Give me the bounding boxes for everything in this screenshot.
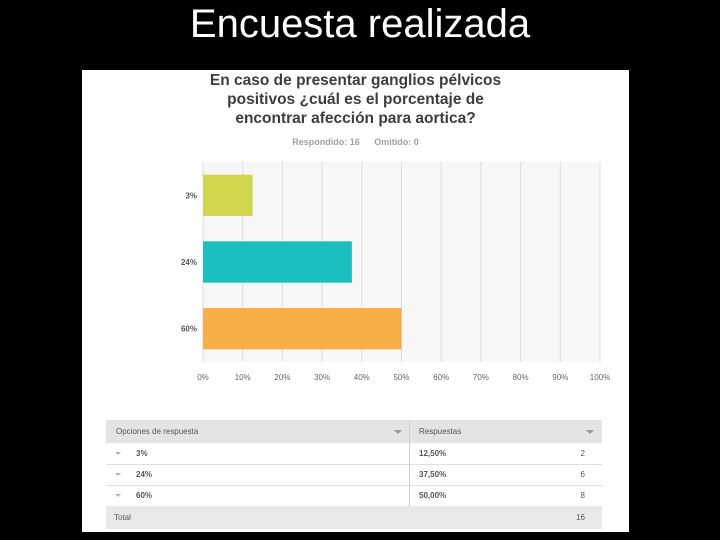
bar — [203, 308, 402, 350]
x-tick-label: 80% — [513, 373, 529, 382]
expand-caret-icon[interactable] — [115, 473, 121, 476]
x-tick-label: 60% — [433, 373, 449, 382]
table-header: Opciones de respuesta Respuestas — [106, 420, 602, 443]
x-tick-label: 20% — [274, 373, 290, 382]
bar — [203, 241, 352, 283]
response-percent: 37,50% — [419, 470, 447, 479]
sort-caret-icon[interactable] — [394, 430, 402, 434]
responses-table: Opciones de respuesta Respuestas 3% 12,5… — [106, 420, 602, 532]
response-count: 6 — [580, 470, 585, 479]
x-tick-label: 50% — [393, 373, 409, 382]
x-tick-label: 0% — [197, 373, 209, 382]
table-row: 60% 50,00% 8 — [106, 485, 602, 507]
x-tick-label: 30% — [314, 373, 330, 382]
question-line: En caso de presentar ganglios pélvicos — [209, 72, 502, 89]
option-cell: 24% — [106, 464, 410, 485]
sort-caret-icon[interactable] — [586, 430, 594, 434]
header-responses: Respuestas — [419, 427, 462, 436]
survey-panel: En caso de presentar ganglios pélvicos p… — [82, 70, 629, 532]
bar-chart: 0% 10% 20% 30% 40% 50% 60% 70% 80% 90% 100% 3% 24% 60… — [181, 162, 610, 382]
header-responses-cell[interactable]: Respuestas — [410, 420, 602, 443]
option-label: 3% — [136, 449, 148, 458]
x-tick-label: 10% — [235, 373, 251, 382]
x-tick-label: 40% — [354, 373, 370, 382]
x-tick-label: 70% — [473, 373, 489, 382]
response-percent: 50,00% — [419, 491, 447, 500]
bar — [203, 174, 253, 216]
table-row: 3% 12,50% 2 — [106, 443, 602, 465]
question-line: positivos ¿cuál es el porcentaje de — [227, 91, 484, 108]
header-options-cell[interactable]: Opciones de respuesta — [106, 420, 410, 443]
response-count: 8 — [580, 491, 585, 500]
table-row: 24% 37,50% 6 — [106, 464, 602, 486]
response-cell: 12,50% 2 — [410, 443, 602, 464]
total-label: Total — [114, 513, 131, 522]
question-line: encontrar afección para aortica? — [235, 110, 476, 127]
category-label: 3% — [185, 191, 197, 200]
category-label: 60% — [181, 325, 197, 334]
total-label-cell: Total — [114, 506, 131, 529]
header-options: Opciones de respuesta — [116, 427, 199, 436]
expand-caret-icon[interactable] — [115, 494, 121, 497]
skipped-count: Omitido: 0 — [374, 137, 419, 147]
option-cell: 60% — [106, 485, 410, 506]
option-label: 60% — [136, 491, 153, 500]
question-text: En caso de presentar ganglios pélvicos p… — [82, 70, 629, 128]
total-value: 16 — [576, 513, 585, 522]
category-label: 24% — [181, 258, 197, 267]
response-cell: 50,00% 8 — [410, 485, 602, 506]
x-tick-label: 100% — [590, 373, 610, 382]
expand-caret-icon[interactable] — [115, 452, 121, 455]
table-total-row: Total 16 — [106, 506, 602, 529]
response-cell: 37,50% 6 — [410, 464, 602, 485]
option-cell: 3% — [106, 443, 410, 464]
response-count: 2 — [580, 449, 585, 458]
response-percent: 12,50% — [419, 449, 447, 458]
response-stats: Respondido: 16 Omitido: 0 — [82, 137, 629, 147]
total-value-cell: 16 — [576, 506, 585, 529]
x-tick-label: 90% — [552, 373, 568, 382]
option-label: 24% — [136, 470, 153, 479]
slide-title: Encuesta realizada — [189, 2, 531, 46]
answered-count: Respondido: 16 — [292, 137, 360, 147]
